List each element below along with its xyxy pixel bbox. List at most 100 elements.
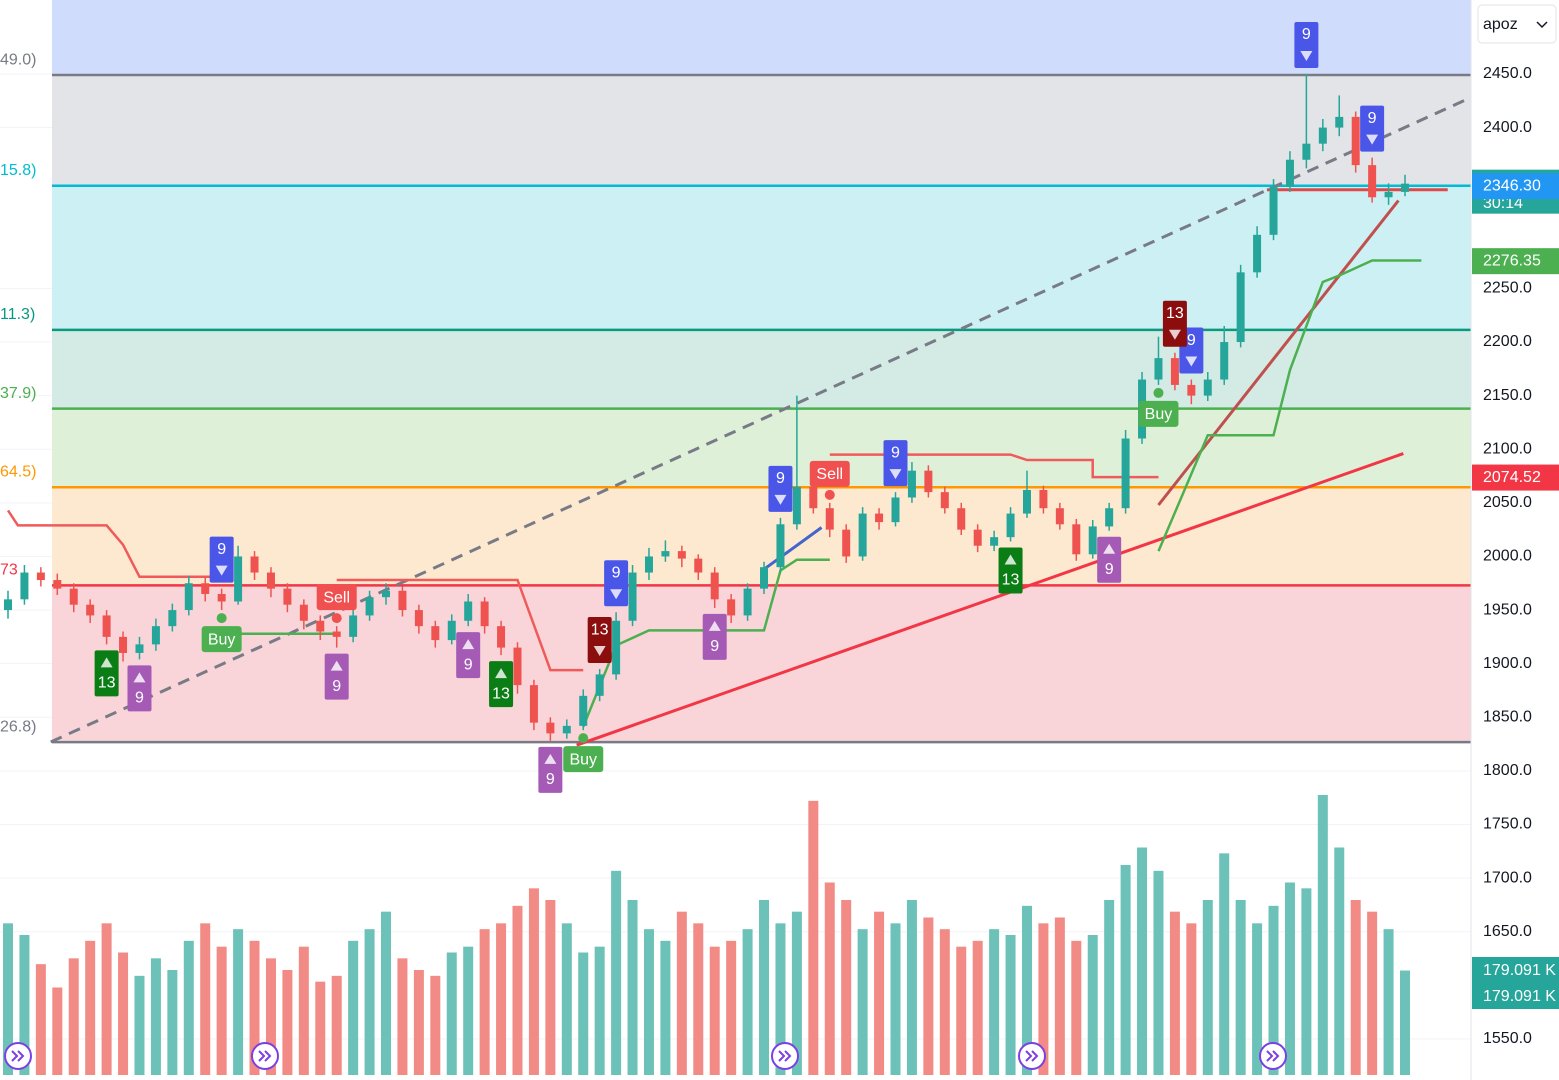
candle-body [513, 647, 522, 686]
volume-bar [791, 911, 802, 1075]
volume-bar [759, 900, 770, 1075]
candle-body [217, 593, 226, 602]
signal-dot [578, 733, 589, 744]
volume-bar [824, 882, 835, 1075]
candle-body [529, 685, 538, 723]
td-marker [883, 440, 908, 487]
candle-body [875, 513, 884, 523]
td-label: 9 [1302, 26, 1311, 43]
volume-bar [742, 929, 753, 1075]
menu-box[interactable] [1477, 4, 1557, 44]
candle-body [1384, 191, 1393, 198]
td-label: 9 [1187, 332, 1196, 349]
fib-label: 49.0) [0, 51, 36, 68]
volume-bar [956, 946, 967, 1075]
volume-bar [709, 946, 720, 1075]
candle-body [677, 551, 686, 559]
y-tick-label: 1900.0 [1483, 655, 1532, 672]
candle-body [4, 599, 12, 611]
fib-label: 73 [0, 562, 18, 579]
trend-line [576, 452, 1404, 747]
candle-body [562, 725, 571, 734]
td-label: 13 [492, 685, 510, 702]
td-marker [209, 536, 234, 583]
volume-bar [101, 923, 112, 1075]
volume-bar [643, 929, 654, 1075]
candle-body [858, 513, 867, 557]
signal-dot [1153, 387, 1164, 398]
volume-bar [890, 923, 901, 1075]
volume-bar [1021, 905, 1032, 1075]
candle-body [825, 508, 834, 530]
menu-label[interactable]: apoz [1483, 16, 1518, 33]
volume-bar [35, 964, 46, 1075]
candle-body [1368, 165, 1377, 198]
price-axis-panel [1471, 0, 1559, 1080]
candle-body [102, 615, 111, 637]
price-badge-label: 2346.30 [1483, 177, 1541, 194]
volume-bar [726, 940, 737, 1075]
candle-body [234, 556, 243, 602]
td-arrow [133, 672, 146, 683]
candle-body [299, 604, 308, 621]
fib-label: 64.5) [0, 464, 36, 481]
candle-body [69, 588, 78, 605]
td-marker [702, 613, 727, 660]
signal-box [809, 460, 850, 487]
price-badge [1472, 248, 1559, 275]
volume-bar [1235, 900, 1246, 1075]
volume-bar [282, 970, 293, 1075]
y-tick-label: 2400.0 [1483, 119, 1532, 136]
volume-bar [1038, 923, 1049, 1075]
volume-bar [1104, 900, 1115, 1075]
background-layer [0, 0, 1471, 1040]
volume-bar [1005, 935, 1016, 1075]
candle-body [595, 674, 604, 696]
menu[interactable]: apoz [1477, 4, 1557, 44]
stop-line [1157, 259, 1422, 552]
zone [52, 185, 1471, 330]
candle-body [891, 497, 900, 523]
volume-bar [1137, 847, 1148, 1075]
candle-body [168, 610, 177, 627]
volume-bar [413, 970, 424, 1075]
price-badge-label: 2276.35 [1483, 252, 1541, 269]
candle-body [1121, 438, 1130, 509]
td-arrow [708, 620, 721, 631]
volume-bar [923, 917, 934, 1075]
candle-body [907, 470, 916, 498]
candle-body [1088, 526, 1097, 555]
candle-body [53, 580, 62, 589]
td-marker [998, 547, 1023, 594]
volume-bar [1071, 940, 1082, 1075]
volume-bar [19, 935, 30, 1075]
y-tick-label: 1650.0 [1483, 923, 1532, 940]
trend-line [761, 526, 823, 572]
signal-label: Buy [208, 631, 236, 648]
stop-line [829, 453, 1159, 479]
fib-label: 26.8) [0, 718, 36, 735]
volume-bar [430, 975, 441, 1075]
volume-bar [1400, 970, 1410, 1075]
td-label: 13 [1166, 305, 1184, 322]
volume-bar [68, 958, 79, 1075]
volume-bar [85, 940, 96, 1075]
fib-label: 15.8) [0, 162, 36, 179]
td-marker [489, 661, 514, 708]
volume-bar [857, 929, 868, 1075]
volume-bar [906, 900, 917, 1075]
volume-bar [134, 975, 145, 1075]
axis-layer: 1550.0 1650.0 1700.0 1750.0 1800.0 1850.0 1900… [1470, 0, 1559, 1080]
td-marker [127, 665, 152, 712]
volume-badge-label: 179.091 K [1483, 962, 1556, 979]
volume-bar [808, 800, 819, 1075]
td-label: 9 [1368, 110, 1377, 127]
y-tick-label: 2250.0 [1483, 280, 1532, 297]
candle-body [1269, 186, 1278, 235]
candle-body [1154, 358, 1163, 380]
volume-bar [479, 929, 490, 1075]
candle-body [644, 556, 653, 573]
td-arrow [593, 646, 606, 657]
candle-body [20, 572, 29, 600]
candle-body [184, 583, 193, 611]
